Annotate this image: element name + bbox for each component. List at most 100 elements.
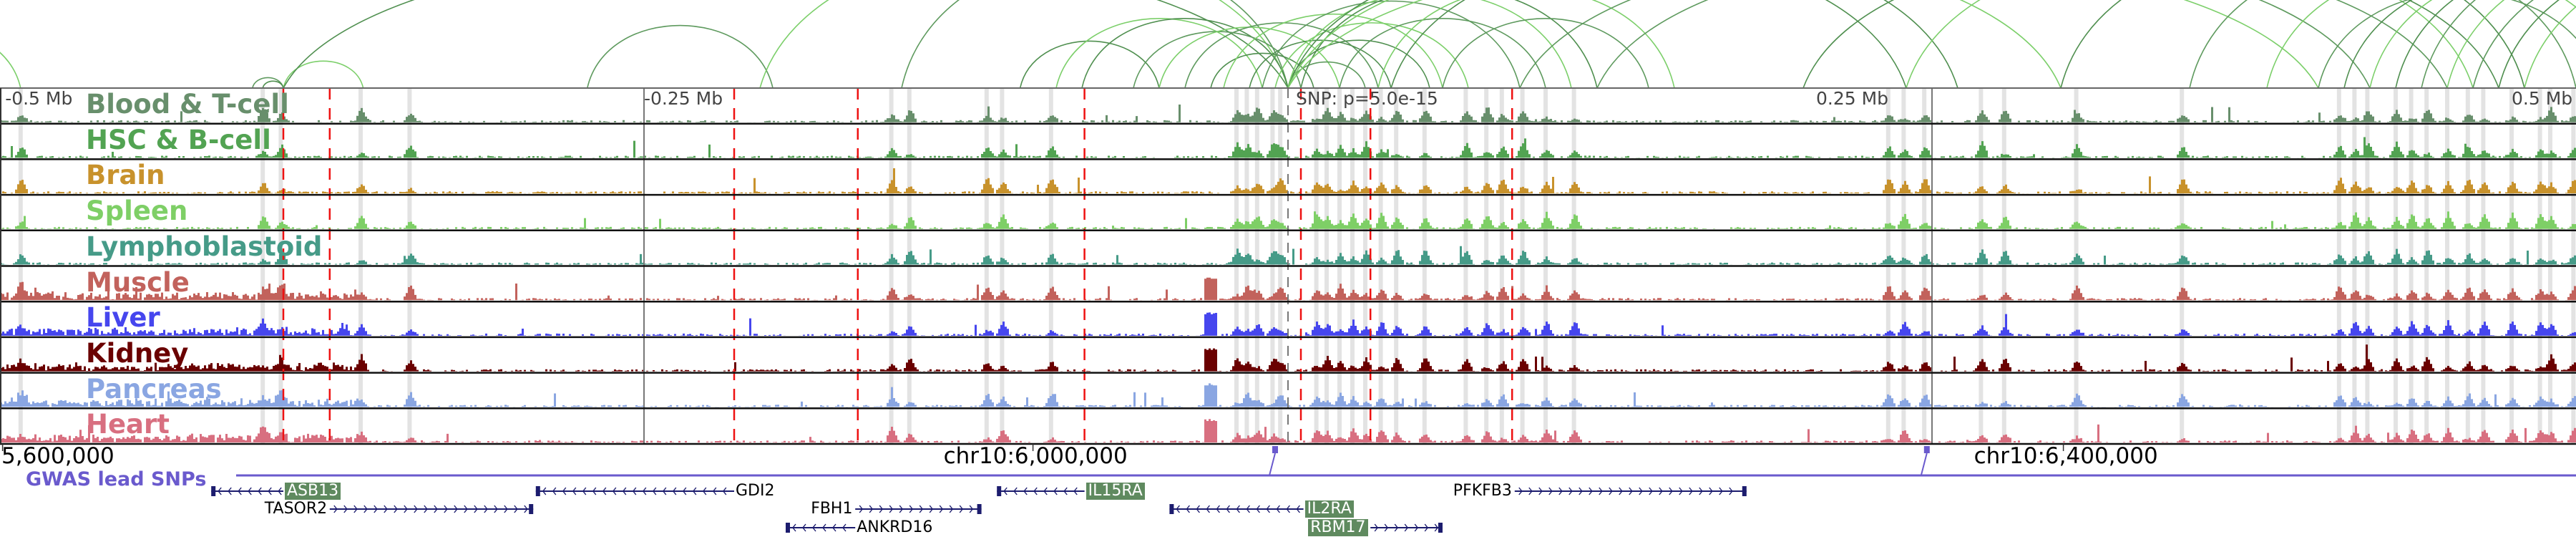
- interaction-arc: [283, 0, 1289, 89]
- track-label: Kidney: [86, 337, 189, 369]
- strand-arrow-icon: [1619, 487, 1623, 495]
- gene-label: ASB13: [285, 483, 341, 500]
- gene-label: IL15RA: [1085, 483, 1145, 500]
- gwas-snp-marker: [1272, 446, 1278, 453]
- strand-arrow-icon: [1709, 487, 1713, 495]
- strand-arrow-icon: [1384, 523, 1389, 532]
- strand-arrow-icon: [1659, 487, 1663, 495]
- gene-exon: [211, 486, 216, 496]
- strand-arrow-icon: [919, 505, 924, 513]
- interaction-arc: [1596, 0, 2448, 89]
- gwas-track-label: GWAS lead SNPs: [26, 468, 207, 490]
- strand-arrow-icon: [682, 487, 687, 495]
- track-label: Heart: [86, 409, 170, 440]
- interaction-arcs: [0, 0, 2576, 89]
- signal-muscle: [0, 277, 2576, 301]
- strand-arrow-icon: [1548, 487, 1553, 495]
- strand-arrow-icon: [333, 505, 338, 513]
- strand-arrow-icon: [1246, 505, 1250, 513]
- interaction-arc: [2060, 0, 2525, 89]
- strand-arrow-icon: [572, 487, 577, 495]
- interaction-arc: [901, 0, 1289, 89]
- strand-arrow-icon: [662, 487, 667, 495]
- strand-arrow-icon: [552, 487, 557, 495]
- strand-arrow-icon: [1558, 487, 1563, 495]
- gene-label: PFKFB3: [1453, 482, 1512, 500]
- strand-arrow-icon: [444, 505, 448, 513]
- strand-arrow-icon: [702, 487, 707, 495]
- gene-exon: [997, 486, 1002, 496]
- interaction-arc: [1287, 0, 2319, 89]
- signal-liver: [0, 312, 2576, 336]
- track-borders: [0, 87, 2576, 445]
- gene-label: GDI2: [736, 482, 775, 500]
- strand-arrow-icon: [238, 487, 242, 495]
- strand-arrow-icon: [1256, 505, 1260, 513]
- track-label: Spleen: [86, 195, 188, 227]
- strand-arrow-icon: [1276, 505, 1280, 513]
- strand-arrow-icon: [474, 505, 478, 513]
- interaction-arc: [1519, 0, 2371, 89]
- strand-arrow-icon: [652, 487, 657, 495]
- interaction-arc: [759, 0, 1289, 89]
- interaction-arc: [2446, 0, 2505, 89]
- strand-arrow-icon: [899, 505, 904, 513]
- interaction-arc: [2421, 0, 2477, 89]
- gene-pfkfb3: [1514, 486, 1747, 496]
- strand-arrow-icon: [672, 487, 677, 495]
- interaction-arc: [1184, 22, 1379, 89]
- strand-arrow-icon: [1394, 523, 1399, 532]
- strand-arrow-icon: [859, 505, 864, 513]
- strand-arrow-icon: [374, 505, 378, 513]
- strand-arrow-icon: [712, 487, 717, 495]
- strand-arrow-icon: [812, 523, 816, 532]
- interaction-arc: [1223, 14, 1443, 89]
- gene-gdi2: [535, 486, 734, 496]
- strand-arrow-icon: [353, 505, 358, 513]
- strand-arrow-icon: [642, 487, 647, 495]
- strand-arrow-icon: [1629, 487, 1633, 495]
- interaction-arc: [587, 24, 774, 89]
- interaction-arc: [2498, 0, 2560, 89]
- strand-arrow-icon: [1296, 505, 1300, 513]
- strand-arrow-icon: [424, 505, 428, 513]
- strand-arrow-icon: [1053, 487, 1058, 495]
- interaction-arc: [2318, 0, 2576, 89]
- interaction-arc: [1287, 0, 2062, 89]
- gene-label: RBM17: [1308, 519, 1368, 536]
- strand-arrow-icon: [258, 487, 262, 495]
- interaction-arc: [1802, 0, 2499, 89]
- strand-arrow-icon: [1236, 505, 1240, 513]
- strand-arrow-icon: [454, 505, 458, 513]
- strand-arrow-icon: [1374, 523, 1379, 532]
- strand-arrow-icon: [1719, 487, 1723, 495]
- track-label: Blood & T-cell: [86, 89, 289, 120]
- track-label: Muscle: [86, 266, 190, 298]
- strand-arrow-icon: [842, 523, 847, 532]
- gene-label: TASOR2: [264, 500, 328, 518]
- strand-arrow-icon: [1216, 505, 1220, 513]
- strand-arrow-icon: [1043, 487, 1048, 495]
- interaction-arc: [1906, 0, 2474, 89]
- strand-arrow-icon: [278, 487, 282, 495]
- gene-il2ra: [1169, 504, 1304, 514]
- strand-arrow-icon: [1528, 487, 1533, 495]
- strand-arrow-icon: [869, 505, 874, 513]
- strand-arrow-icon: [949, 505, 954, 513]
- strand-arrow-icon: [494, 505, 498, 513]
- interaction-arc: [2343, 0, 2413, 89]
- axis-coordinate-label: chr10:6,400,000: [1974, 443, 2158, 469]
- strand-arrow-icon: [228, 487, 232, 495]
- strand-arrow-icon: [464, 505, 468, 513]
- interaction-arc: [1390, 0, 1958, 89]
- strand-arrow-icon: [1013, 487, 1018, 495]
- signal-hsc-b-cell: [0, 137, 2576, 158]
- strand-arrow-icon: [1226, 505, 1230, 513]
- strand-arrow-icon: [1639, 487, 1643, 495]
- strand-arrow-icon: [632, 487, 637, 495]
- gene-exon: [1169, 504, 1174, 514]
- gene-ankrd16: [786, 523, 856, 533]
- strand-arrow-icon: [802, 523, 806, 532]
- strand-arrow-icon: [248, 487, 252, 495]
